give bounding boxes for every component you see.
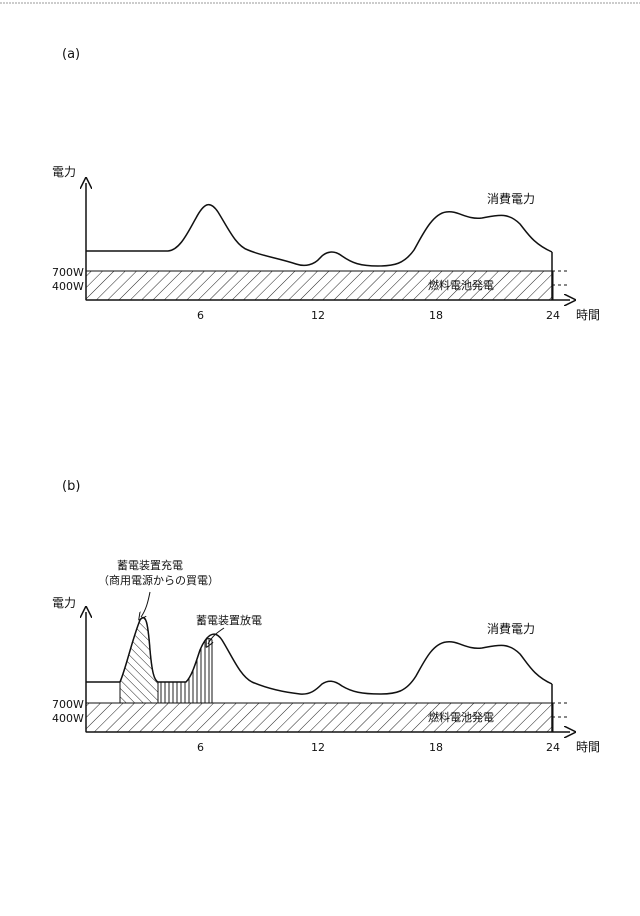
panel-b-label: (b) [62, 479, 80, 494]
x-tick-12: 12 [311, 309, 325, 322]
fuel-cell-label: 燃料電池発電 [428, 278, 494, 292]
consumption-label: 消費電力 [487, 621, 535, 636]
discharge-label: 蓄電装置放電 [196, 613, 262, 627]
fuel-cell-label: 燃料電池発電 [428, 710, 494, 724]
level-400-label: 400W [52, 712, 84, 725]
x-tick-6: 6 [197, 309, 204, 322]
consumption-curve [86, 205, 552, 266]
x-tick-18: 18 [429, 741, 443, 754]
x-tick-24: 24 [546, 741, 560, 754]
x-tick-12: 12 [311, 741, 325, 754]
panel-a-label: (a) [62, 47, 80, 62]
battery-discharge-region [158, 638, 212, 703]
level-700-label: 700W [52, 698, 84, 711]
charge-label-line1: 蓄電装置充電 [117, 558, 183, 572]
x-tick-24: 24 [546, 309, 560, 322]
charge-label-line2: （商用電源からの買電） [98, 573, 219, 587]
x-tick-18: 18 [429, 309, 443, 322]
charge-callout-arrow [141, 592, 150, 617]
battery-charge-region [120, 618, 158, 703]
y-axis-label: 電力 [52, 596, 76, 610]
level-400-label: 400W [52, 280, 84, 293]
consumption-label: 消費電力 [487, 191, 535, 206]
panel-b: (b) 電力 700W 400W 蓄電装置充電 （商用電源からの買電） 蓄電装置… [52, 479, 600, 754]
level-700-label: 700W [52, 266, 84, 279]
x-tick-6: 6 [197, 741, 204, 754]
panel-a: (a) 電力 700W 400W 消費電力 燃料電池発電 6 12 18 24 … [52, 47, 600, 322]
x-axis-label: 時間 [576, 308, 600, 322]
x-axis-label: 時間 [576, 740, 600, 754]
y-axis-label: 電力 [52, 165, 76, 179]
